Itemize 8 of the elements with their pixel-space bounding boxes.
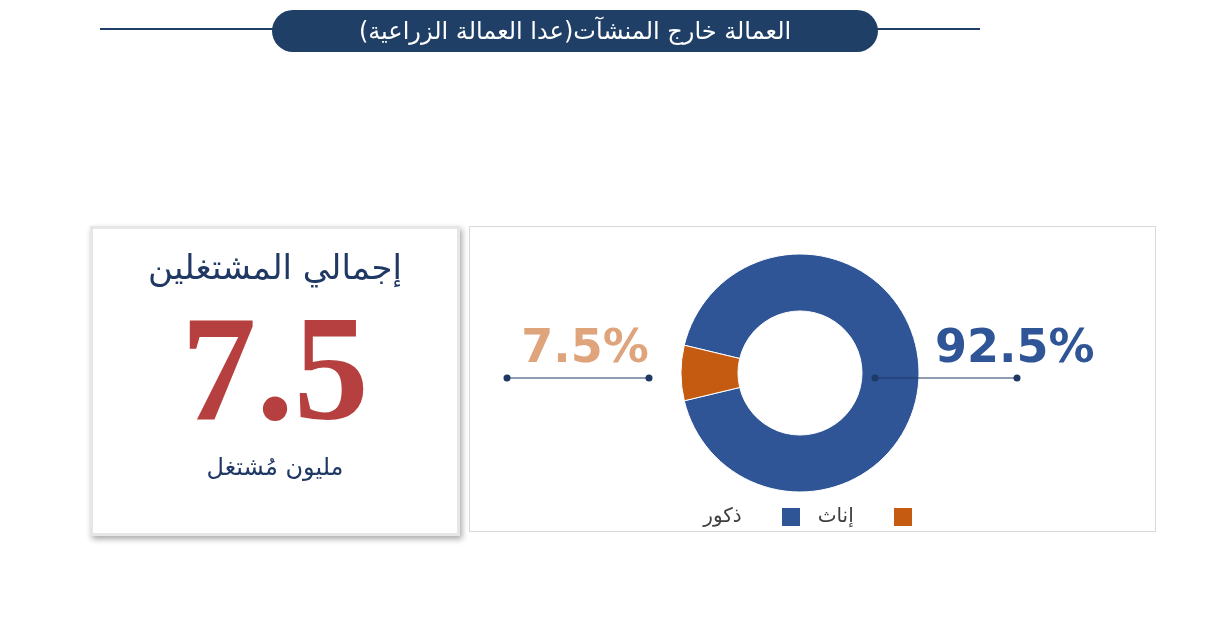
- legend-label: ذكور: [703, 503, 742, 527]
- text: إجمالي المشتغلين: [147, 247, 403, 287]
- text: مليون مُشتغل: [205, 453, 345, 481]
- data-label: 7.5%: [521, 319, 649, 373]
- legend-label: إناث: [817, 503, 854, 527]
- chart-title: العمالة خارج المنشآت(عدا العمالة الزراعية): [272, 10, 878, 52]
- donut-slice: [683, 253, 920, 493]
- data-label: 92.5%: [935, 319, 1095, 373]
